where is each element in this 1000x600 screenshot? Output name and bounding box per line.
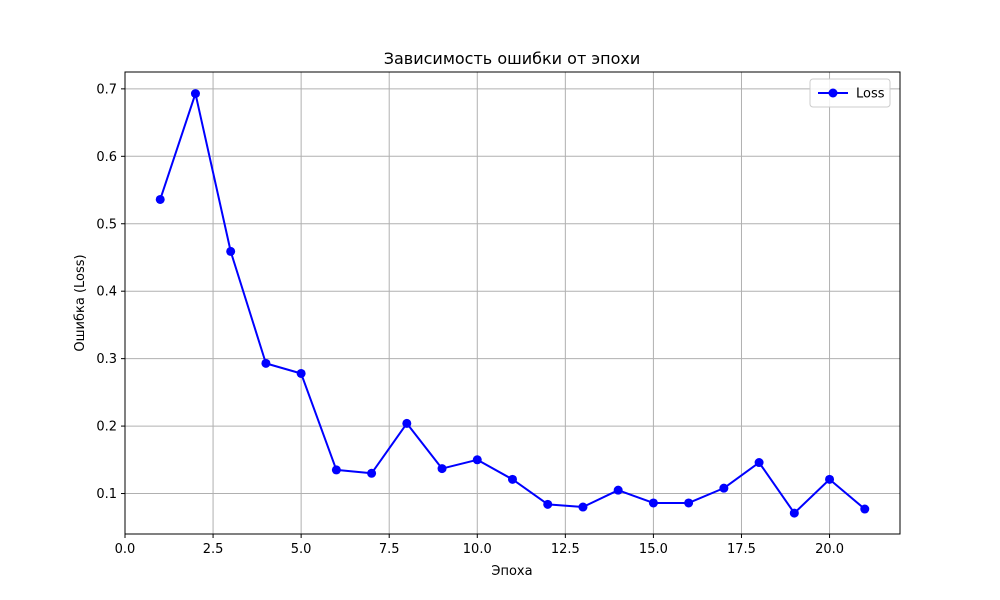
data-point — [331, 465, 341, 475]
x-tick-label: 17.5 — [727, 542, 756, 557]
data-point — [472, 455, 482, 465]
chart-title: Зависимость ошибки от эпохи — [384, 49, 641, 68]
series-layer — [155, 89, 870, 518]
x-axis-label: Эпоха — [491, 564, 532, 579]
plot-frame — [124, 71, 901, 535]
y-tick-label: 0.3 — [96, 352, 117, 367]
data-point — [296, 368, 306, 378]
y-tick-label: 0.5 — [96, 217, 117, 232]
x-tick-label: 2.5 — [203, 542, 224, 557]
x-tick-label: 0.0 — [115, 542, 136, 557]
y-tick-label: 0.7 — [96, 82, 117, 97]
x-tick-label: 12.5 — [551, 542, 580, 557]
legend-label: Loss — [856, 87, 885, 102]
data-point — [613, 485, 623, 495]
data-point — [190, 89, 200, 99]
data-point — [825, 474, 835, 484]
legend: Loss — [809, 78, 891, 108]
data-point — [754, 458, 764, 468]
axes: 0.0 2.5 5.0 7.5 10.0 12.5 15.0 17.5 20.0 0.1 0.2 0.… — [96, 71, 901, 557]
data-point — [684, 498, 694, 508]
grid — [124, 72, 900, 534]
data-point — [402, 418, 412, 428]
y-tick-label: 0.1 — [96, 487, 117, 502]
data-point — [437, 464, 447, 474]
data-point — [367, 468, 377, 478]
data-point — [789, 508, 799, 518]
data-point — [860, 504, 870, 514]
y-axis-label: Ошибка (Loss) — [73, 254, 88, 351]
y-tick-label: 0.6 — [96, 150, 117, 165]
data-point — [719, 483, 729, 493]
data-point — [578, 502, 588, 512]
legend-box — [809, 78, 891, 108]
x-tick-label: 10.0 — [463, 542, 492, 557]
data-point — [226, 246, 236, 256]
x-tick-label: 7.5 — [379, 542, 400, 557]
x-tick-label: 20.0 — [815, 542, 844, 557]
legend-marker — [828, 88, 838, 98]
data-point — [648, 498, 658, 508]
data-point — [155, 194, 165, 204]
y-tick-label: 0.2 — [96, 420, 117, 435]
data-point — [261, 358, 271, 368]
x-tick-label: 5.0 — [291, 542, 312, 557]
x-tick-label: 15.0 — [639, 542, 668, 557]
data-point — [508, 474, 517, 484]
data-point — [543, 499, 553, 509]
y-tick-label: 0.4 — [96, 285, 117, 300]
